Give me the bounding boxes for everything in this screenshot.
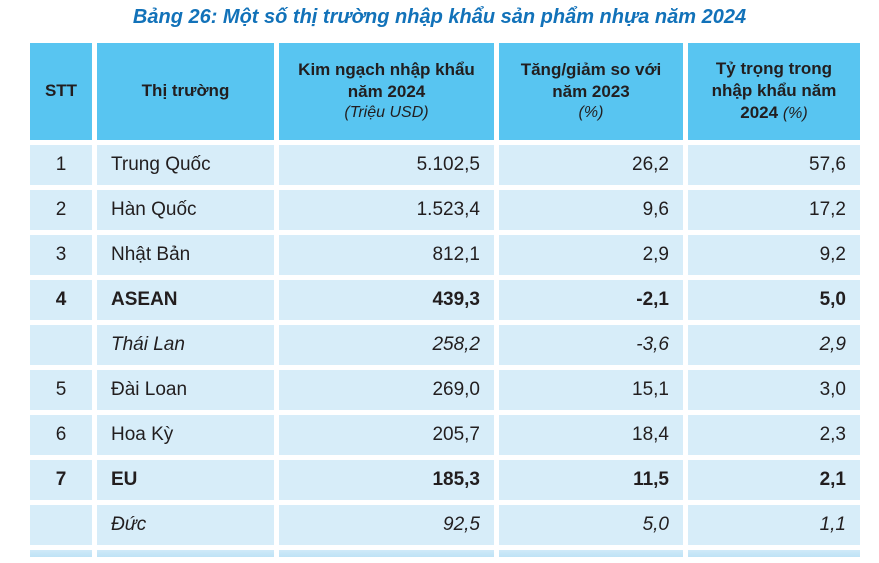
- cell-change: 2,9: [499, 235, 683, 275]
- cell-change: 5,0: [499, 505, 683, 545]
- header-change-label: Tăng/giảm so với năm 2023: [520, 60, 662, 102]
- cell-share: 2,3: [688, 415, 860, 455]
- table-row: 7 EU 185,3 11,5 2,1: [30, 460, 860, 500]
- cell-stt: [30, 325, 92, 365]
- cell-share: 9,2: [688, 235, 860, 275]
- cutoff-cell: [97, 550, 274, 557]
- cell-stt: 5: [30, 370, 92, 410]
- cell-value: 269,0: [279, 370, 494, 410]
- cell-value: 258,2: [279, 325, 494, 365]
- cell-market: Hàn Quốc: [97, 190, 274, 230]
- header-value: Kim ngạch nhập khẩu năm 2024 (Triệu USD): [279, 43, 494, 140]
- cell-value: 1.523,4: [279, 190, 494, 230]
- cell-share: 17,2: [688, 190, 860, 230]
- cell-market: Đài Loan: [97, 370, 274, 410]
- table-row: 6 Hoa Kỳ 205,7 18,4 2,3: [30, 415, 860, 455]
- cell-share: 3,0: [688, 370, 860, 410]
- cell-value: 812,1: [279, 235, 494, 275]
- cell-change: 15,1: [499, 370, 683, 410]
- cell-stt: 3: [30, 235, 92, 275]
- cell-share: 1,1: [688, 505, 860, 545]
- table-row: 5 Đài Loan 269,0 15,1 3,0: [30, 370, 860, 410]
- cell-share: 2,1: [688, 460, 860, 500]
- header-change-unit: (%): [578, 104, 604, 122]
- cell-market: EU: [97, 460, 274, 500]
- cell-stt: 6: [30, 415, 92, 455]
- header-share-unit: (%): [782, 105, 808, 123]
- cell-value: 5.102,5: [279, 145, 494, 185]
- header-stt: STT: [30, 43, 92, 140]
- header-market: Thị trường: [97, 43, 274, 140]
- header-stt-label: STT: [44, 81, 78, 101]
- cell-share: 57,6: [688, 145, 860, 185]
- table-row: 2 Hàn Quốc 1.523,4 9,6 17,2: [30, 190, 860, 230]
- header-row: STT Thị trường Kim ngạch nhập khẩu năm 2…: [30, 43, 860, 140]
- table-row: 3 Nhật Bản 812,1 2,9 9,2: [30, 235, 860, 275]
- header-change: Tăng/giảm so với năm 2023 (%): [499, 43, 683, 140]
- cell-stt: 4: [30, 280, 92, 320]
- cell-stt: [30, 505, 92, 545]
- cell-market: Thái Lan: [97, 325, 274, 365]
- cell-change: 26,2: [499, 145, 683, 185]
- cell-stt: 2: [30, 190, 92, 230]
- cell-market: Trung Quốc: [97, 145, 274, 185]
- cutoff-cell: [279, 550, 494, 557]
- table-row: Thái Lan 258,2 -3,6 2,9: [30, 325, 860, 365]
- import-markets-table: STT Thị trường Kim ngạch nhập khẩu năm 2…: [25, 38, 865, 562]
- cell-stt: 1: [30, 145, 92, 185]
- cell-share: 2,9: [688, 325, 860, 365]
- header-share: Tỷ trọng trong nhập khẩu năm 2024 (%): [688, 43, 860, 140]
- header-value-label: Kim ngạch nhập khẩu năm 2024: [298, 60, 475, 102]
- cell-change: 11,5: [499, 460, 683, 500]
- cell-market: Nhật Bản: [97, 235, 274, 275]
- header-market-label: Thị trường: [141, 81, 230, 101]
- table-title: Bảng 26: Một số thị trường nhập khẩu sản…: [132, 6, 747, 28]
- cell-value: 205,7: [279, 415, 494, 455]
- header-share-label: Tỷ trọng trong nhập khẩu năm 2024: [711, 59, 837, 123]
- cell-market: Đức: [97, 505, 274, 545]
- table-row: Đức 92,5 5,0 1,1: [30, 505, 860, 545]
- cell-change: -3,6: [499, 325, 683, 365]
- cutoff-row: [30, 550, 860, 557]
- cell-change: 9,6: [499, 190, 683, 230]
- header-value-unit: (Triệu USD): [344, 104, 429, 122]
- cell-change: -2,1: [499, 280, 683, 320]
- cell-stt: 7: [30, 460, 92, 500]
- cutoff-cell: [688, 550, 860, 557]
- cutoff-cell: [30, 550, 92, 557]
- cell-value: 439,3: [279, 280, 494, 320]
- table-row: 4 ASEAN 439,3 -2,1 5,0: [30, 280, 860, 320]
- cell-value: 92,5: [279, 505, 494, 545]
- cell-market: Hoa Kỳ: [97, 415, 274, 455]
- cell-change: 18,4: [499, 415, 683, 455]
- cell-market: ASEAN: [97, 280, 274, 320]
- table-row: 1 Trung Quốc 5.102,5 26,2 57,6: [30, 145, 860, 185]
- cutoff-cell: [499, 550, 683, 557]
- cell-value: 185,3: [279, 460, 494, 500]
- cell-share: 5,0: [688, 280, 860, 320]
